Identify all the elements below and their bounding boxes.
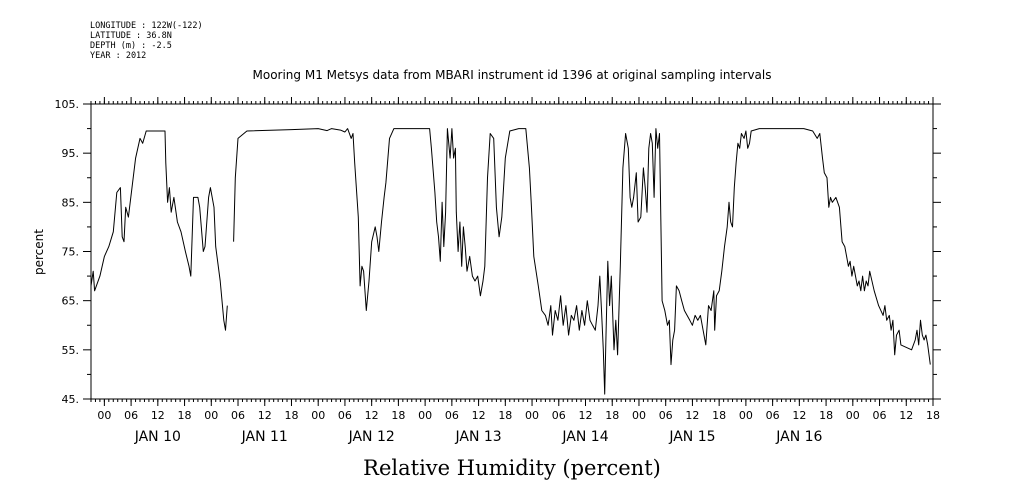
- x-hour-label: 00: [418, 409, 432, 422]
- x-hour-label: 18: [926, 409, 940, 422]
- x-axis-label: Relative Humidity (percent): [363, 456, 661, 480]
- x-hour-label: 18: [498, 409, 512, 422]
- axis-labels: 45. 55. 65. 75. 85. 95. 105. 00 06 12 18 00 06 12 18 00…: [55, 98, 941, 445]
- humidity-series-line: [233, 128, 931, 395]
- y-tick-label: 65.: [62, 295, 80, 308]
- y-tick-label: 45.: [62, 393, 80, 406]
- x-hour-label: 18: [819, 409, 833, 422]
- y-tick-label: 85.: [62, 196, 80, 209]
- plot-frame: [90, 103, 934, 400]
- x-hour-label: 18: [712, 409, 726, 422]
- x-hour-label: 00: [739, 409, 753, 422]
- data-line: [90, 128, 931, 395]
- x-day-label: JAN 12: [348, 429, 395, 445]
- dataset-metadata: LONGITUDE : 122W(-122) LATITUDE : 36.8N …: [90, 21, 203, 61]
- y-axis-label: percent: [32, 229, 46, 275]
- x-hour-label: 12: [258, 409, 272, 422]
- x-hour-label: 06: [659, 409, 673, 422]
- x-hour-label: 18: [178, 409, 192, 422]
- x-hour-label: 06: [338, 409, 352, 422]
- x-hour-label: 06: [445, 409, 459, 422]
- depth-label: DEPTH (m) : -2.5: [90, 41, 172, 51]
- y-tick-label: 95.: [62, 147, 80, 160]
- x-day-label: JAN 10: [134, 429, 181, 445]
- latitude-label: LATITUDE : 36.8N: [90, 31, 172, 41]
- x-hour-label: 12: [685, 409, 699, 422]
- x-hour-label: 06: [766, 409, 780, 422]
- x-hour-label: 12: [792, 409, 806, 422]
- x-hour-label: 00: [632, 409, 646, 422]
- x-hour-label: 12: [579, 409, 593, 422]
- year-label: YEAR : 2012: [90, 51, 147, 61]
- x-hour-label: 12: [899, 409, 913, 422]
- x-hour-label: 12: [365, 409, 379, 422]
- x-hour-label: 00: [846, 409, 860, 422]
- x-day-label: JAN 16: [775, 429, 822, 445]
- y-tick-label: 105.: [55, 98, 80, 111]
- chart-title: Mooring M1 Metsys data from MBARI instru…: [253, 68, 772, 82]
- x-hour-label: 06: [873, 409, 887, 422]
- y-tick-label: 55.: [62, 344, 80, 357]
- x-day-label: JAN 15: [668, 429, 715, 445]
- y-tick-label: 75.: [62, 246, 80, 259]
- humidity-series-line: [90, 130, 228, 331]
- longitude-label: LONGITUDE : 122W(-122): [90, 21, 203, 31]
- x-day-label: JAN 13: [454, 429, 501, 445]
- x-day-label: JAN 14: [561, 429, 608, 445]
- x-hour-label: 00: [97, 409, 111, 422]
- x-day-label: JAN 11: [241, 429, 288, 445]
- x-hour-label: 18: [605, 409, 619, 422]
- x-hour-label: 00: [525, 409, 539, 422]
- x-hour-label: 06: [124, 409, 138, 422]
- x-hour-label: 06: [552, 409, 566, 422]
- x-hour-label: 06: [231, 409, 245, 422]
- x-hour-label: 00: [311, 409, 325, 422]
- x-hour-label: 12: [151, 409, 165, 422]
- x-hour-label: 18: [284, 409, 298, 422]
- x-hour-label: 00: [204, 409, 218, 422]
- x-hour-label: 12: [472, 409, 486, 422]
- axis-ticks: [83, 97, 941, 406]
- x-hour-label: 18: [391, 409, 405, 422]
